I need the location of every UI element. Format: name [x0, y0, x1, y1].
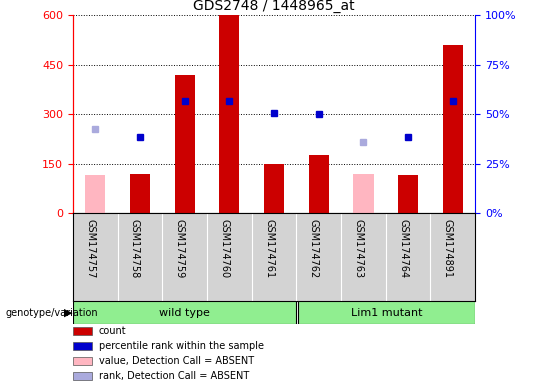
Text: Lim1 mutant: Lim1 mutant: [350, 308, 422, 318]
Text: GSM174760: GSM174760: [219, 219, 230, 278]
Text: wild type: wild type: [159, 308, 210, 318]
Text: GSM174762: GSM174762: [309, 219, 319, 278]
Bar: [443, 45, 463, 213]
Text: genotype/variation: genotype/variation: [5, 308, 98, 318]
Bar: [219, 15, 239, 213]
Bar: [309, 156, 329, 213]
FancyBboxPatch shape: [73, 301, 296, 324]
Bar: [73, 327, 92, 335]
Text: GSM174757: GSM174757: [85, 219, 95, 279]
Text: GSM174758: GSM174758: [130, 219, 140, 278]
Bar: [130, 174, 150, 213]
Bar: [174, 75, 195, 213]
Text: value, Detection Call = ABSENT: value, Detection Call = ABSENT: [98, 356, 254, 366]
Title: GDS2748 / 1448965_at: GDS2748 / 1448965_at: [193, 0, 355, 13]
Text: GSM174759: GSM174759: [174, 219, 185, 278]
Text: GSM174761: GSM174761: [264, 219, 274, 278]
Bar: [353, 174, 374, 213]
Text: GSM174763: GSM174763: [354, 219, 363, 278]
Text: count: count: [98, 326, 126, 336]
FancyBboxPatch shape: [298, 301, 475, 324]
Text: rank, Detection Call = ABSENT: rank, Detection Call = ABSENT: [98, 371, 249, 381]
Bar: [85, 175, 105, 213]
Bar: [398, 175, 418, 213]
Bar: [73, 342, 92, 350]
Bar: [73, 357, 92, 365]
Text: GSM174891: GSM174891: [443, 219, 453, 278]
Bar: [73, 371, 92, 380]
Text: percentile rank within the sample: percentile rank within the sample: [98, 341, 264, 351]
Bar: [264, 164, 284, 213]
Text: GSM174764: GSM174764: [398, 219, 408, 278]
Text: ▶: ▶: [64, 308, 72, 318]
